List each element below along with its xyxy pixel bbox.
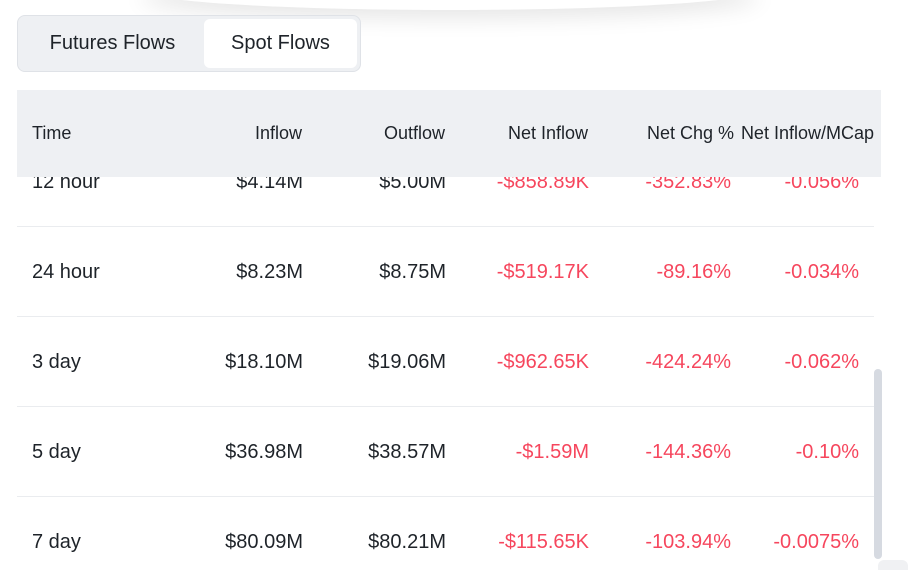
top-panel-shadow — [140, 0, 760, 10]
cell-time: 3 day — [32, 351, 81, 373]
table-row: 7 day $80.09M $80.21M -$115.65K -103.94%… — [17, 497, 874, 568]
cell-net-chg: -144.36% — [645, 441, 731, 463]
tab-spot-flows[interactable]: Spot Flows — [203, 19, 357, 68]
cell-outflow: $8.75M — [379, 261, 446, 283]
cell-outflow: $38.57M — [368, 441, 446, 463]
table-header: Time Inflow Outflow Net Inflow Net Chg %… — [17, 90, 881, 177]
cell-net-inflow-mcap: -0.10% — [795, 441, 859, 463]
cell-net-inflow: -$115.65K — [498, 531, 589, 553]
header-net-inflow: Net Inflow — [507, 123, 588, 143]
cell-outflow: $19.06M — [368, 351, 446, 373]
cell-net-inflow: -$962.65K — [496, 351, 589, 373]
cell-net-inflow-mcap: -0.062% — [784, 351, 860, 373]
cell-net-chg: -89.16% — [656, 261, 732, 283]
table-row: 3 day $18.10M $19.06M -$962.65K -424.24%… — [17, 317, 874, 407]
table-body: 12 hour $4.14M $5.00M -$858.89K -352.83%… — [17, 137, 874, 568]
cell-net-inflow: -$1.59M — [515, 441, 589, 463]
cell-time: 5 day — [32, 441, 81, 463]
header-time: Time — [32, 123, 72, 143]
cell-net-chg: -103.94% — [645, 531, 731, 553]
cell-inflow: $18.10M — [225, 351, 303, 373]
scroll-corner — [878, 560, 908, 570]
cell-outflow: $80.21M — [368, 531, 446, 553]
table-row: 5 day $36.98M $38.57M -$1.59M -144.36% -… — [17, 407, 874, 497]
cell-net-inflow-mcap: -0.0075% — [773, 531, 859, 553]
header-net-chg: Net Chg % — [647, 123, 735, 143]
flows-tab-switcher: Futures Flows Spot Flows — [17, 15, 361, 72]
cell-net-chg: -424.24% — [645, 351, 731, 373]
header-outflow: Outflow — [383, 123, 445, 143]
vertical-scrollbar[interactable] — [874, 369, 882, 559]
cell-net-inflow: -$519.17K — [496, 261, 589, 283]
header-inflow: Inflow — [254, 123, 302, 143]
cell-time: 24 hour — [32, 261, 100, 283]
cell-inflow: $80.09M — [225, 531, 303, 553]
table-row: 24 hour $8.23M $8.75M -$519.17K -89.16% … — [17, 227, 874, 317]
flows-table: Time Inflow Outflow Net Inflow Net Chg %… — [17, 90, 881, 568]
cell-inflow: $36.98M — [225, 441, 303, 463]
cell-net-inflow-mcap: -0.034% — [784, 261, 860, 283]
tab-futures-flows[interactable]: Futures Flows — [49, 32, 176, 54]
header-net-inflow-mcap: Net Inflow/MCap — [740, 123, 874, 143]
cell-time: 7 day — [32, 531, 81, 553]
cell-inflow: $8.23M — [236, 261, 303, 283]
